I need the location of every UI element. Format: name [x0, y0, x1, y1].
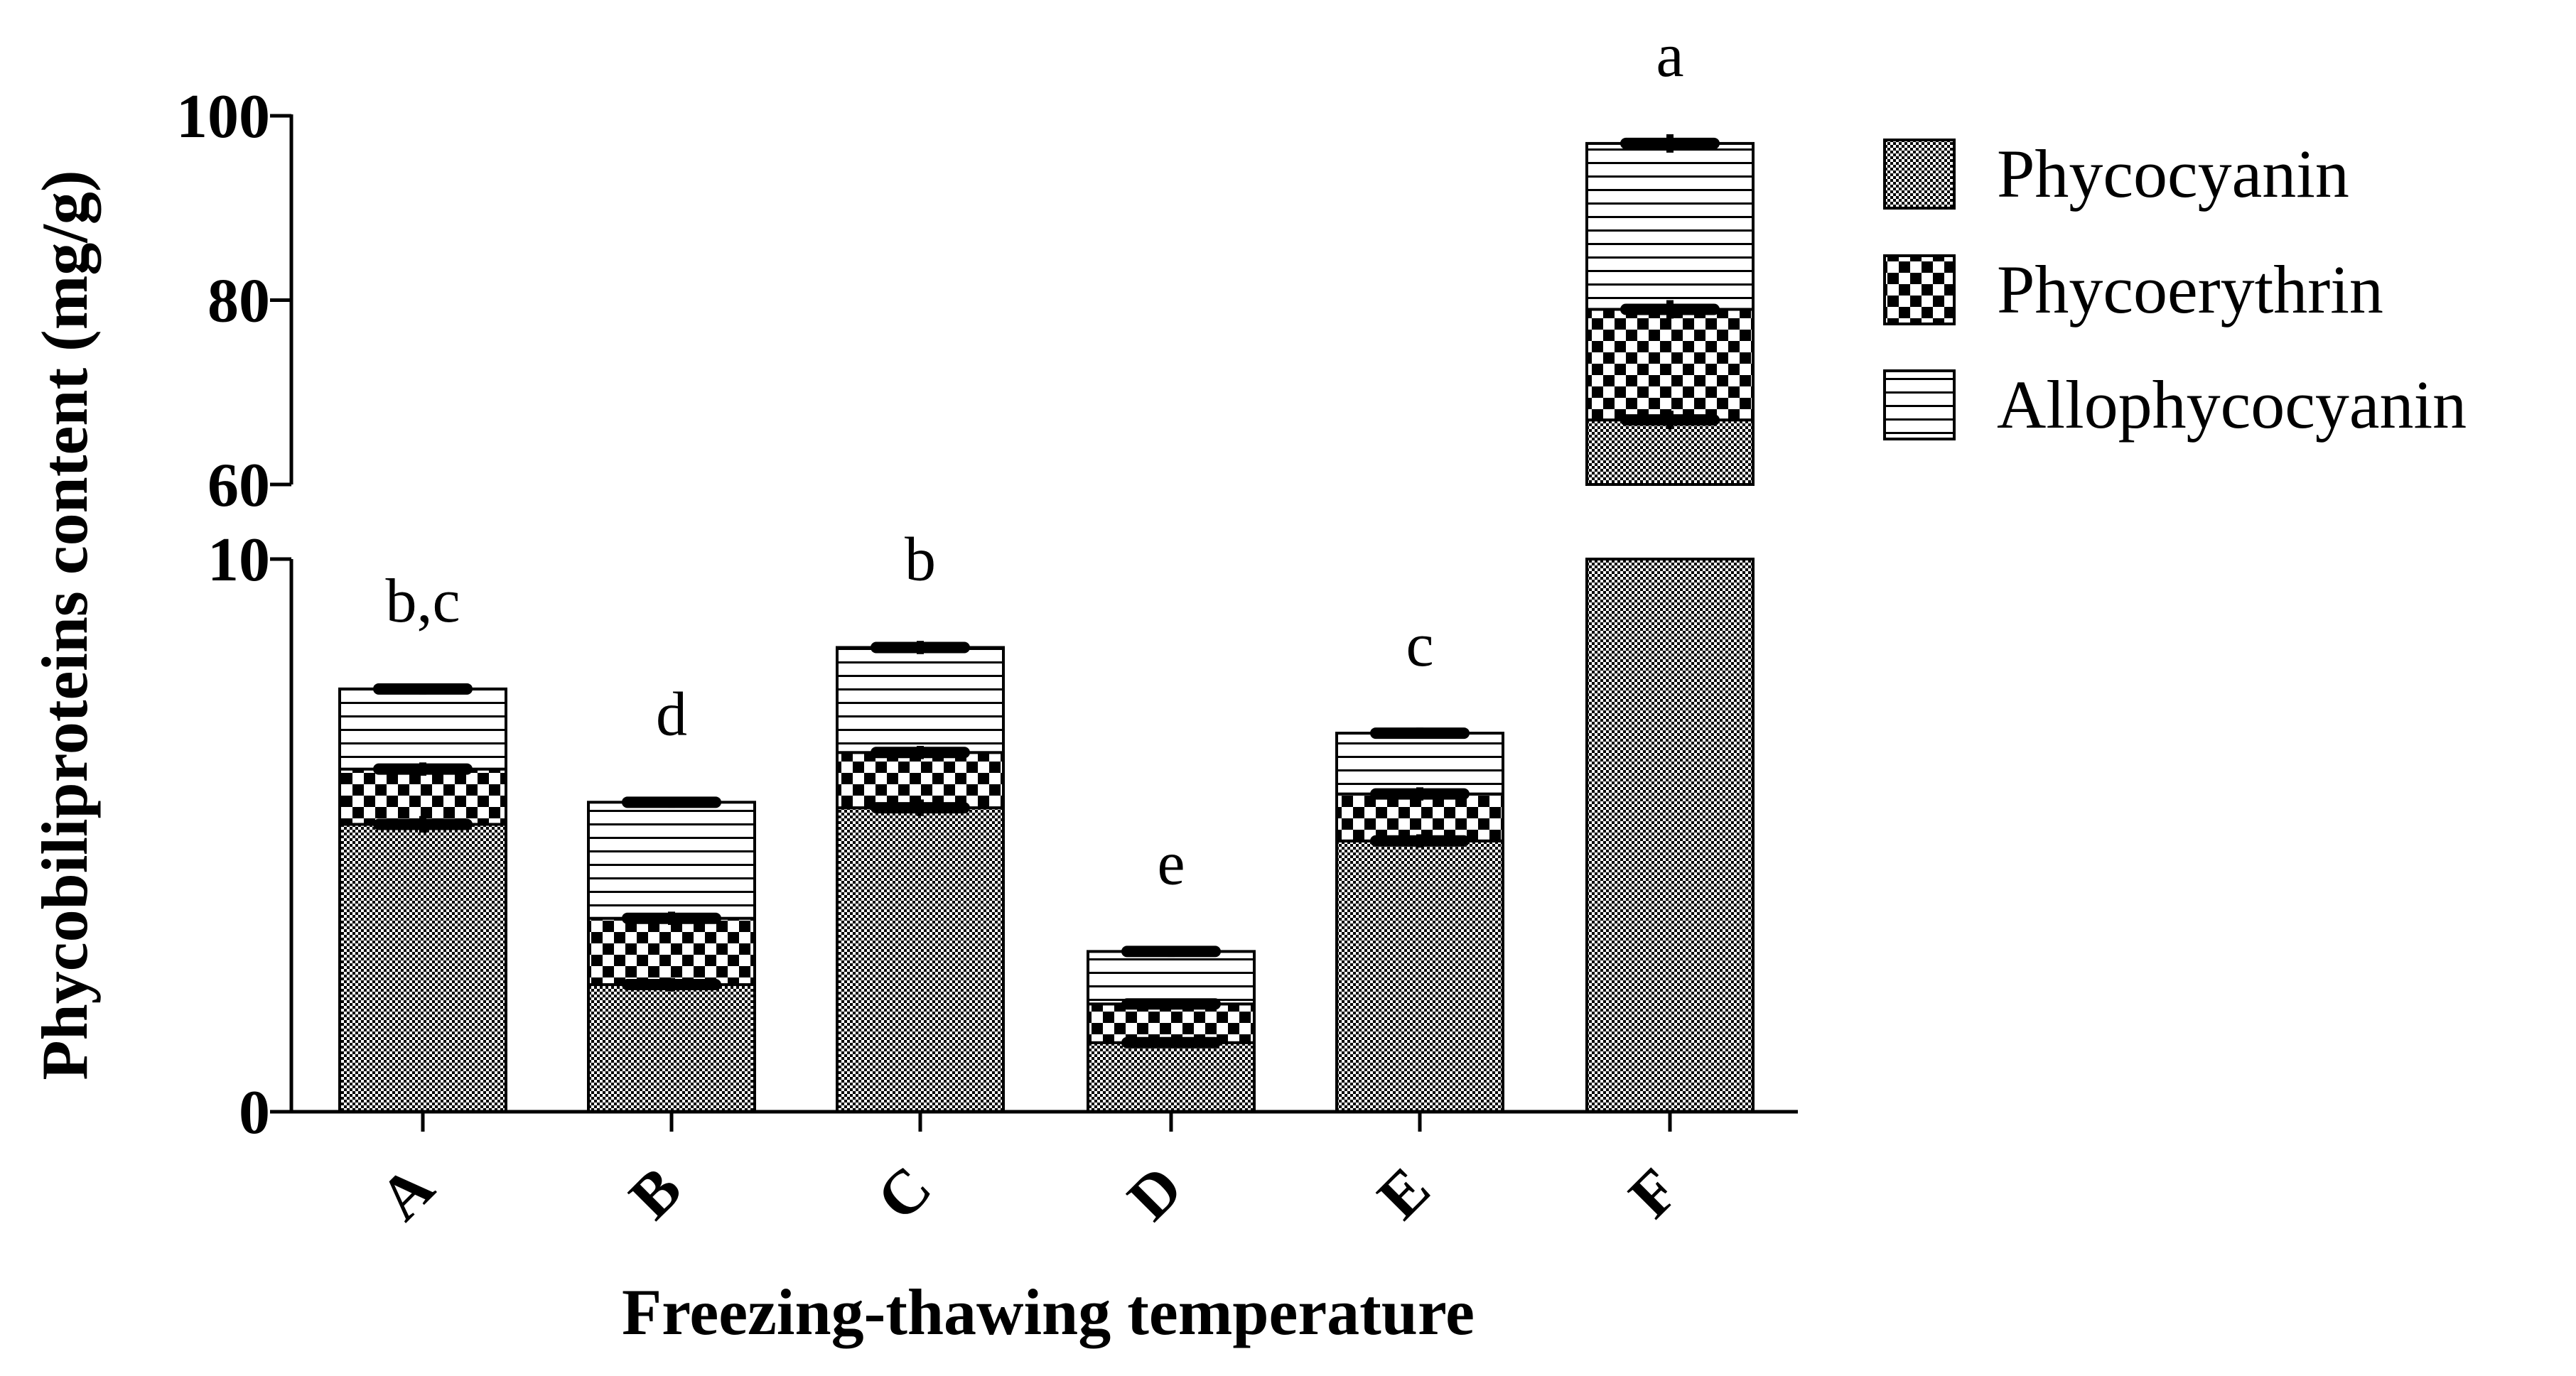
bar-allophycocyanin-F	[1585, 141, 1755, 311]
significance-label-A: b,c	[385, 567, 460, 636]
x-tick-labels: A B C D E F	[367, 1153, 1692, 1234]
legend-swatch-allophycocyanin	[1883, 369, 1956, 440]
bar-phycoerythrin-B	[587, 916, 756, 987]
legend-swatch-phycocyanin	[1883, 139, 1956, 210]
x-tick-label-B: B	[617, 1154, 695, 1233]
bar-phycocyanin-C	[836, 806, 1005, 1113]
significance-label-E: c	[1406, 611, 1433, 680]
significance-label-C: b	[905, 525, 936, 594]
y-tick-label-80: 80	[208, 267, 270, 336]
legend-label-allophycocyanin: Allophycocyanin	[1997, 367, 2467, 443]
bar-phycoerythrin-A	[338, 767, 507, 826]
bar-phycocyanin-D	[1087, 1041, 1256, 1113]
bar-allophycocyanin-A	[338, 687, 507, 771]
significance-label-F: a	[1656, 21, 1683, 90]
legend: Phycocyanin Phycoerythrin Allophycocyanin	[1883, 136, 2467, 443]
y-tick-label-0: 0	[239, 1078, 270, 1147]
bars-layer	[338, 141, 1755, 1114]
legend-swatch-phycoerythrin	[1883, 254, 1956, 325]
y-tick-label-100: 100	[176, 82, 270, 151]
bar-phycocyanin-B	[587, 983, 756, 1114]
bar-phycocyanin-F	[1585, 418, 1755, 486]
bar-allophycocyanin-B	[587, 801, 756, 920]
bar-allophycocyanin-D	[1087, 950, 1256, 1006]
legend-label-phycocyanin: Phycocyanin	[1997, 136, 2349, 212]
significance-label-D: e	[1157, 829, 1185, 898]
bar-phycocyanin-A	[338, 823, 507, 1113]
bar-phycoerythrin-D	[1087, 1002, 1256, 1044]
bar-phycoerythrin-E	[1335, 792, 1504, 843]
error-bars-layer	[373, 134, 1720, 1049]
bar-phycoerythrin-F	[1585, 308, 1755, 422]
significance-label-B: d	[656, 680, 687, 749]
bar-allophycocyanin-E	[1335, 732, 1504, 796]
bar-allophycocyanin-C	[836, 646, 1005, 754]
bar-phycocyanin-E	[1335, 839, 1504, 1114]
legend-label-phycoerythrin: Phycoerythrin	[1997, 251, 2383, 327]
y-axis-title: Phycobiliproteins content (mg/g)	[28, 170, 101, 1080]
x-tick-label-E: E	[1365, 1154, 1443, 1233]
y-tick-label-10: 10	[208, 526, 270, 595]
x-tick-label-D: D	[1115, 1153, 1196, 1234]
x-tick-label-A: A	[367, 1153, 448, 1234]
bar-phycocyanin-F	[1585, 558, 1755, 1113]
y-tick-label-60: 60	[208, 451, 270, 520]
x-axis-title: Freezing-thawing temperature	[622, 1276, 1475, 1348]
x-tick-label-C: C	[864, 1153, 945, 1234]
significance-layer: b,c d b e c a	[385, 21, 1683, 898]
x-tick-label-F: F	[1617, 1156, 1693, 1232]
